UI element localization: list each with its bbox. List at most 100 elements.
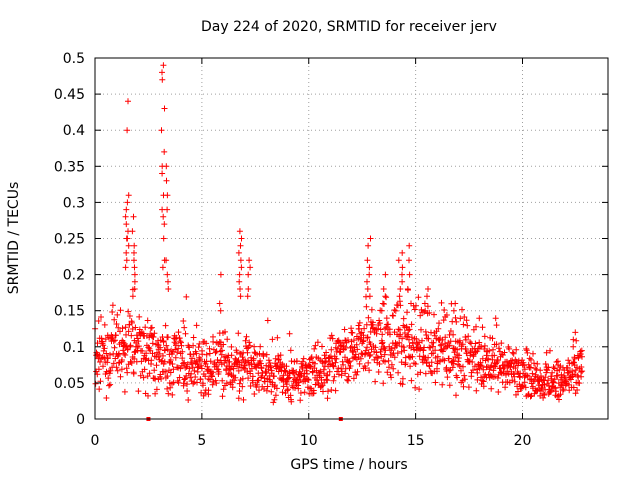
data-point bbox=[146, 370, 153, 377]
y-tick-label: 0.35 bbox=[54, 159, 85, 175]
data-point bbox=[531, 360, 537, 367]
data-point bbox=[390, 312, 397, 319]
y-axis-label: SRMTID / TECUs bbox=[6, 182, 22, 295]
data-point bbox=[380, 286, 387, 292]
data-point bbox=[436, 320, 442, 327]
data-point bbox=[486, 347, 493, 354]
data-point bbox=[538, 373, 544, 379]
data-point bbox=[304, 370, 310, 377]
data-point bbox=[290, 367, 297, 374]
data-point bbox=[572, 390, 579, 397]
data-point bbox=[325, 358, 332, 364]
data-point bbox=[125, 192, 132, 199]
data-point bbox=[156, 350, 163, 357]
data-point bbox=[495, 345, 502, 352]
data-point bbox=[192, 374, 199, 380]
data-point bbox=[199, 351, 206, 358]
data-point bbox=[203, 351, 210, 358]
data-point bbox=[209, 381, 216, 388]
data-point bbox=[501, 364, 508, 371]
data-point bbox=[444, 374, 451, 381]
data-point bbox=[312, 381, 319, 388]
data-point bbox=[347, 363, 354, 369]
data-point bbox=[193, 350, 200, 357]
data-point bbox=[265, 357, 272, 364]
data-point bbox=[445, 355, 452, 362]
data-point bbox=[164, 346, 171, 353]
data-point bbox=[556, 396, 562, 403]
data-point bbox=[119, 325, 126, 332]
data-point bbox=[364, 344, 370, 351]
data-point bbox=[462, 334, 469, 340]
data-point bbox=[235, 395, 242, 402]
data-point bbox=[163, 342, 170, 349]
data-point bbox=[330, 377, 337, 384]
y-tick-label: 0.5 bbox=[63, 51, 85, 67]
data-point bbox=[424, 303, 431, 310]
data-point bbox=[235, 249, 242, 256]
data-point bbox=[142, 356, 149, 363]
data-point bbox=[406, 354, 413, 361]
data-point bbox=[236, 271, 243, 278]
y-tick-label: 0.4 bbox=[63, 123, 85, 139]
data-point bbox=[247, 264, 254, 271]
data-point bbox=[295, 379, 302, 386]
data-point bbox=[121, 388, 128, 395]
data-point bbox=[420, 347, 427, 354]
data-point bbox=[96, 352, 103, 359]
data-point bbox=[271, 396, 278, 403]
data-point bbox=[430, 339, 437, 346]
data-point bbox=[353, 371, 360, 378]
data-point bbox=[109, 302, 116, 309]
data-point bbox=[377, 348, 384, 355]
data-point bbox=[423, 332, 430, 338]
data-point bbox=[181, 376, 188, 383]
data-point bbox=[215, 368, 222, 375]
data-point bbox=[238, 235, 245, 242]
data-point bbox=[136, 313, 143, 320]
data-point bbox=[379, 300, 386, 307]
y-tick-label: 0.45 bbox=[54, 87, 85, 103]
data-point bbox=[177, 365, 184, 372]
data-point bbox=[182, 330, 189, 337]
data-point bbox=[95, 318, 102, 324]
data-point bbox=[328, 346, 335, 353]
data-point bbox=[180, 360, 187, 367]
data-point bbox=[553, 388, 559, 395]
data-point bbox=[180, 380, 187, 387]
data-point bbox=[545, 377, 552, 384]
data-point bbox=[364, 257, 371, 264]
data-point bbox=[425, 335, 432, 342]
data-point bbox=[286, 374, 293, 381]
data-point bbox=[277, 352, 284, 359]
data-point bbox=[154, 349, 160, 356]
data-point bbox=[498, 369, 505, 375]
data-point bbox=[255, 361, 262, 368]
data-point bbox=[388, 361, 395, 368]
data-point bbox=[169, 391, 176, 398]
data-point bbox=[352, 351, 359, 358]
data-point bbox=[113, 364, 120, 371]
data-point bbox=[145, 392, 151, 399]
data-point bbox=[409, 339, 416, 346]
data-point bbox=[167, 357, 174, 363]
data-point bbox=[150, 334, 157, 340]
data-point bbox=[160, 213, 167, 220]
data-point bbox=[527, 364, 534, 371]
data-point bbox=[509, 349, 516, 356]
data-point bbox=[447, 328, 454, 334]
data-point bbox=[130, 213, 137, 220]
data-point bbox=[270, 399, 277, 406]
data-point bbox=[378, 307, 385, 314]
data-point bbox=[460, 363, 466, 370]
data-point bbox=[435, 325, 442, 332]
data-point bbox=[395, 257, 402, 264]
data-point bbox=[488, 362, 495, 369]
data-point bbox=[409, 353, 416, 360]
data-point bbox=[196, 340, 203, 347]
data-point bbox=[365, 242, 372, 249]
data-point bbox=[251, 391, 258, 397]
data-point bbox=[162, 322, 169, 329]
data-point bbox=[285, 375, 292, 382]
